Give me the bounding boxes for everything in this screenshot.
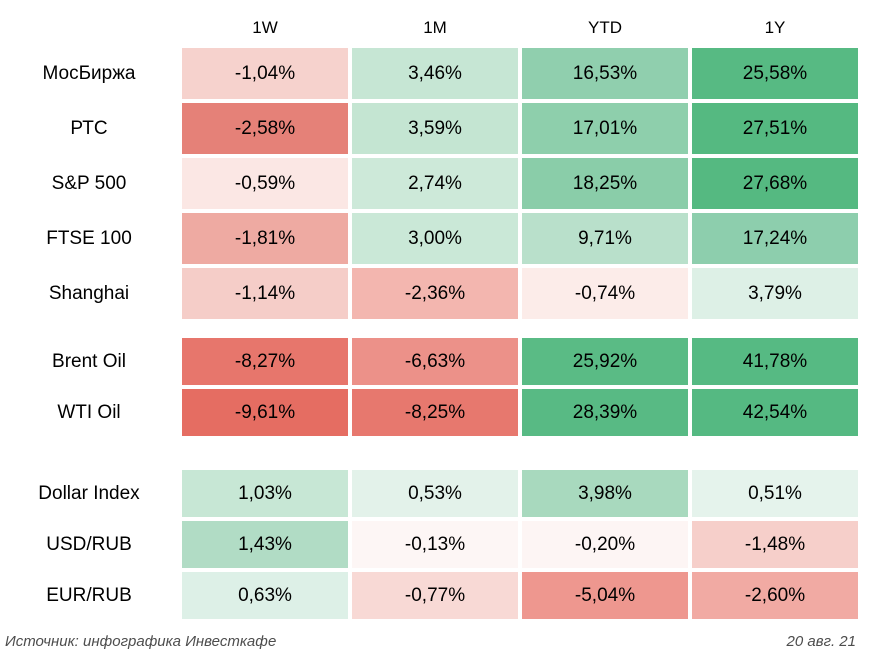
corner-cell xyxy=(0,12,178,44)
heatmap-cell: -8,27% xyxy=(182,338,348,385)
heatmap-cell: -2,60% xyxy=(692,572,858,619)
heatmap-cell: -1,04% xyxy=(182,48,348,99)
row-label: USD/RUB xyxy=(46,533,132,555)
footer: Источник: инфографика Инвесткафе 20 авг.… xyxy=(0,633,874,650)
heatmap-cell: 25,58% xyxy=(692,48,858,99)
heatmap-cell: -5,04% xyxy=(522,572,688,619)
heatmap-cell: 0,53% xyxy=(352,470,518,517)
heatmap-cell: 27,51% xyxy=(692,103,858,154)
heatmap-cell: -0,74% xyxy=(522,268,688,319)
heatmap-cell: 41,78% xyxy=(692,338,858,385)
heatmap-cell: 42,54% xyxy=(692,389,858,436)
heatmap-cell: -0,59% xyxy=(182,158,348,209)
heatmap-cell: 3,98% xyxy=(522,470,688,517)
table-body: МосБиржа -1,04% 3,46% 16,53% 25,58% РТС -2,58%… xyxy=(0,48,874,619)
table-row: EUR/RUB 0,63% -0,77% -5,04% -2,60% xyxy=(0,572,874,619)
heatmap-cell: 17,01% xyxy=(522,103,688,154)
heatmap-cell: 0,63% xyxy=(182,572,348,619)
table-row: Brent Oil -8,27% -6,63% 25,92% 41,78% xyxy=(0,338,874,385)
heatmap-cell: -2,36% xyxy=(352,268,518,319)
heatmap-cell: -0,13% xyxy=(352,521,518,568)
date-caption: 20 авг. 21 xyxy=(786,633,856,650)
heatmap-cell: 2,74% xyxy=(352,158,518,209)
heatmap-cell: 28,39% xyxy=(522,389,688,436)
heatmap-cell: 3,59% xyxy=(352,103,518,154)
table-row: FTSE 100 -1,81% 3,00% 9,71% 17,24% xyxy=(0,213,874,264)
heatmap-cell: 27,68% xyxy=(692,158,858,209)
table-row: S&P 500 -0,59% 2,74% 18,25% 27,68% xyxy=(0,158,874,209)
heatmap-cell: -1,14% xyxy=(182,268,348,319)
source-caption: Источник: инфографика Инвесткафе xyxy=(5,633,277,650)
heatmap-cell: 1,43% xyxy=(182,521,348,568)
heatmap-cell: 3,79% xyxy=(692,268,858,319)
row-label: РТС xyxy=(70,117,108,139)
column-header-1w: 1W xyxy=(252,18,278,37)
heatmap-cell: -0,77% xyxy=(352,572,518,619)
column-header-1m: 1M xyxy=(423,18,447,37)
heatmap-cell: 9,71% xyxy=(522,213,688,264)
row-label: FTSE 100 xyxy=(46,227,132,249)
table-row: Dollar Index 1,03% 0,53% 3,98% 0,51% xyxy=(0,470,874,517)
section-gap xyxy=(0,440,858,470)
row-label: EUR/RUB xyxy=(46,584,132,606)
row-label: Dollar Index xyxy=(38,482,140,504)
heatmap-cell: -6,63% xyxy=(352,338,518,385)
row-label: WTI Oil xyxy=(57,401,121,423)
heatmap-cell: 16,53% xyxy=(522,48,688,99)
section-gap xyxy=(0,323,858,338)
row-label: Shanghai xyxy=(48,282,130,304)
heatmap-cell: -1,48% xyxy=(692,521,858,568)
column-header-ytd: YTD xyxy=(588,18,622,37)
heatmap-cell: -2,58% xyxy=(182,103,348,154)
heatmap-cell: 1,03% xyxy=(182,470,348,517)
row-label: МосБиржа xyxy=(42,62,136,84)
table-row: WTI Oil -9,61% -8,25% 28,39% 42,54% xyxy=(0,389,874,436)
heatmap-cell: -8,25% xyxy=(352,389,518,436)
heatmap-cell: -0,20% xyxy=(522,521,688,568)
column-header-1y: 1Y xyxy=(764,18,786,37)
table-row: Shanghai -1,14% -2,36% -0,74% 3,79% xyxy=(0,268,874,319)
heatmap-cell: 3,46% xyxy=(352,48,518,99)
heatmap-cell: 18,25% xyxy=(522,158,688,209)
heatmap-cell: 0,51% xyxy=(692,470,858,517)
heatmap-cell: 3,00% xyxy=(352,213,518,264)
table-row: РТС -2,58% 3,59% 17,01% 27,51% xyxy=(0,103,874,154)
heatmap-cell: -9,61% xyxy=(182,389,348,436)
table-header: 1W 1M YTD 1Y xyxy=(0,12,874,44)
heatmap-cell: -1,81% xyxy=(182,213,348,264)
row-label: Brent Oil xyxy=(52,350,126,372)
heatmap-cell: 17,24% xyxy=(692,213,858,264)
table-row: МосБиржа -1,04% 3,46% 16,53% 25,58% xyxy=(0,48,874,99)
heatmap-cell: 25,92% xyxy=(522,338,688,385)
table-row: USD/RUB 1,43% -0,13% -0,20% -1,48% xyxy=(0,521,874,568)
row-label: S&P 500 xyxy=(51,172,127,194)
